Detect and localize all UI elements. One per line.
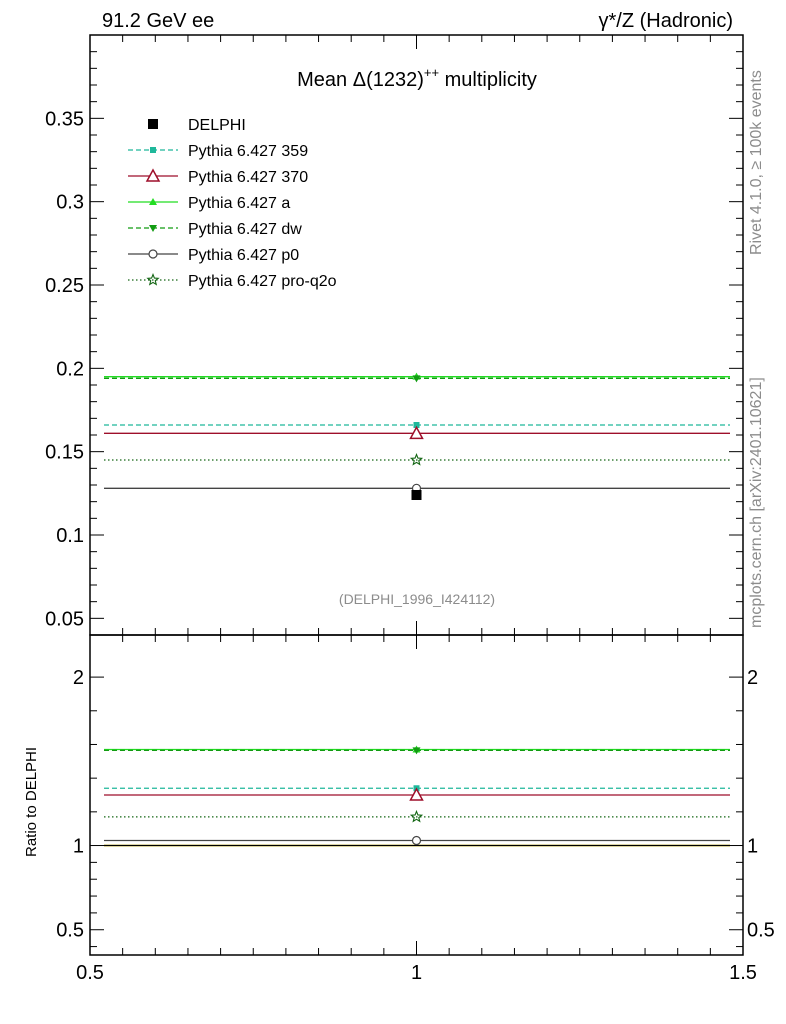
legend-marker [149,198,157,205]
legend-label: Pythia 6.427 370 [188,169,308,186]
analysis-tag: (DELPHI_1996_I424112) [339,591,495,607]
ratio-series-group [104,745,730,847]
x-tick-label: 1.5 [729,962,757,984]
chart-title-after: multiplicity [439,69,537,91]
series-marker [413,422,420,428]
y-tick-label: 0.05 [45,608,84,630]
legend: DELPHI Pythia 6.427 359 Pythia 6.427 370 Py… [128,117,337,290]
legend-label: Pythia 6.427 a [188,195,290,212]
ratio-y-tick-label-right: 0.5 [747,920,775,942]
ratio-y-axis-label: Ratio to DELPHI [23,747,40,857]
y-tick-label: 0.25 [45,275,84,297]
ratio-series-marker [409,809,424,823]
ratio-axis-ticks: 0.5 1 1.5 0.5 0.5 1 1 2 2 [56,635,775,984]
main-axis-ticks: 0.05 0.1 0.15 0.2 0.25 0.3 0.35 [45,35,744,636]
chart-title-mid: (1232) [366,69,424,91]
y-tick-label: 0.2 [56,358,84,380]
x-tick-label: 0.5 [76,962,104,984]
ratio-series-marker [412,747,421,755]
rivet-version-label: Rivet 4.1.0, ≥ 100k events [748,70,765,255]
legend-label: Pythia 6.427 359 [188,143,308,160]
series-marker [409,453,424,466]
ratio-y-tick-label-left: 0.5 [56,920,84,942]
legend-marker [148,249,158,259]
mcplots-label: mcplots.cern.ch [arXiv:2401.10621] [748,377,765,628]
main-series-group [104,372,730,500]
y-tick-label: 0.15 [45,442,84,464]
legend-label: Pythia 6.427 dw [188,221,302,238]
data-point-delphi [411,490,422,500]
ratio-y-tick-label-left: 2 [73,667,84,689]
legend-marker [150,147,156,153]
ratio-y-tick-label-right: 2 [747,667,758,689]
series-marker [412,375,421,383]
chart-title-sup: ++ [424,65,439,80]
chart-title-delta: Δ [353,69,366,91]
y-tick-label: 0.1 [56,525,84,547]
ratio-series-marker [411,835,422,846]
y-tick-label: 0.3 [56,192,84,214]
legend-marker-delphi [148,119,158,129]
legend-marker [149,225,157,232]
legend-marker [146,273,160,286]
y-tick-label: 0.35 [45,108,84,130]
x-tick-label: 1 [411,962,422,984]
series-marker [409,425,424,440]
ratio-y-tick-label-right: 1 [747,836,758,858]
legend-label: Pythia 6.427 pro-q2o [188,273,337,290]
header-right-label: γ*/Z (Hadronic) [599,10,733,32]
ratio-y-tick-label-left: 1 [73,836,84,858]
legend-marker [145,168,161,182]
chart-title: Mean Δ(1232)++ multiplicity [297,65,537,91]
header-left-label: 91.2 GeV ee [102,10,214,32]
ratio-series-marker [409,787,424,801]
chart-title-before: Mean [297,69,353,91]
legend-label-delphi: DELPHI [188,117,246,134]
legend-label: Pythia 6.427 p0 [188,247,299,264]
ratio-plot-frame [89,634,744,956]
